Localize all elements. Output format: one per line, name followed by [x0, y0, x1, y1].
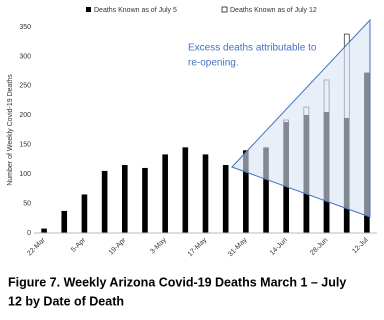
x-tick-label: 22-Mar — [26, 236, 47, 257]
x-tick-label: 14-Jun — [269, 237, 289, 257]
legend-swatch — [86, 7, 91, 12]
x-tick-label: 5-Apr — [70, 236, 88, 254]
x-tick-label: 17-May — [187, 236, 209, 258]
bar — [121, 165, 128, 234]
legend-swatch — [221, 6, 228, 13]
caption: Figure 7. Weekly Arizona Covid-19 Deaths… — [8, 275, 346, 289]
x-tick-label: 12-Jul — [351, 236, 370, 255]
x-tick-label: 28-Jun — [309, 237, 329, 257]
y-tick-label: 250 — [19, 83, 31, 90]
y-tick-label: 300 — [19, 53, 31, 60]
bar — [81, 194, 88, 234]
y-tick-label: 100 — [19, 171, 31, 178]
y-tick-label: 200 — [19, 112, 31, 119]
bar — [61, 210, 68, 234]
bar — [182, 147, 189, 234]
legend-label: Deaths Known as of July 12 — [230, 7, 317, 14]
bar — [202, 154, 209, 234]
y-axis-label: Number of Weekly Covid-19 Deaths — [7, 74, 14, 186]
x-tick-label: 19-Apr — [108, 236, 128, 256]
y-tick-label: 0 — [27, 230, 31, 237]
annotation: re-opening. — [188, 58, 239, 69]
bar — [41, 228, 47, 234]
legend-label: Deaths Known as of July 5 — [94, 7, 177, 14]
excess-triangle — [231, 18, 371, 218]
bar — [162, 154, 168, 234]
y-tick-label: 150 — [19, 142, 31, 149]
bar — [142, 167, 148, 234]
bar — [222, 165, 229, 234]
bar — [101, 170, 108, 234]
x-tick-label: 31-May — [227, 236, 249, 258]
x-tick-label: 3-May — [149, 236, 168, 255]
y-tick-label: 350 — [19, 24, 31, 31]
annotation: Excess deaths attributable to — [188, 43, 317, 54]
y-tick-label: 50 — [23, 200, 31, 207]
caption: 12 by Date of Death — [8, 294, 124, 308]
